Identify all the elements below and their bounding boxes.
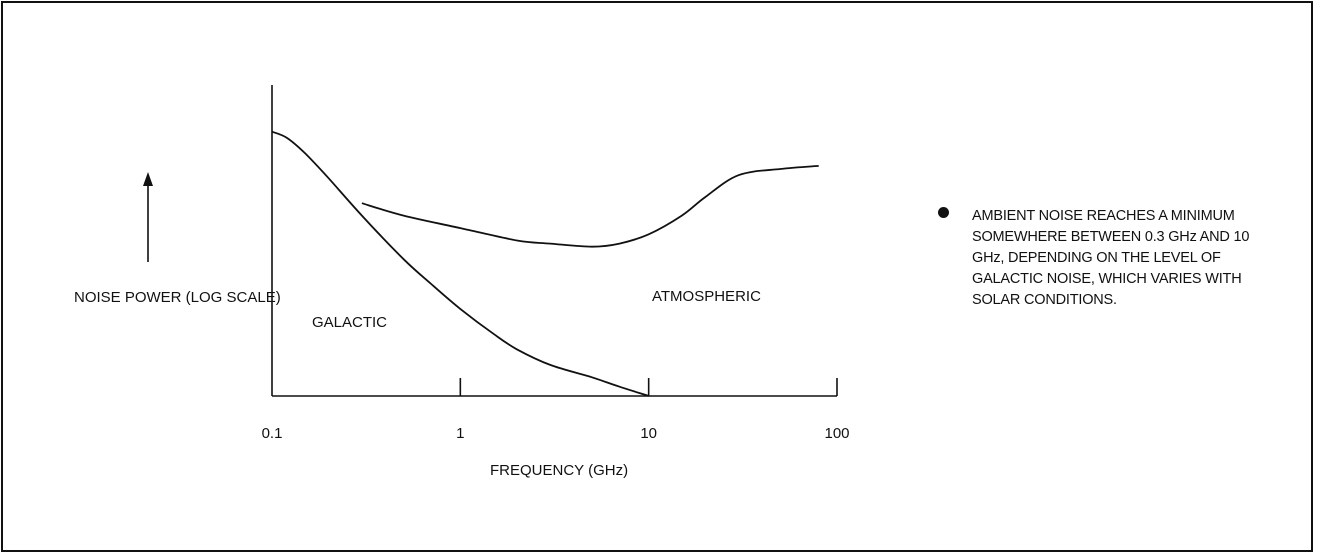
- x-tick-label: 100: [824, 425, 849, 442]
- note-text: AMBIENT NOISE REACHES A MINIMUM SOMEWHER…: [972, 208, 1250, 308]
- x-tick-label: 1: [456, 425, 464, 442]
- note-bullet-icon: [938, 207, 949, 218]
- y-axis-arrowhead: [143, 172, 153, 186]
- series-line-atmospheric: [361, 165, 819, 248]
- series-line-galactic: [271, 130, 649, 397]
- y-axis-label: NOISE POWER (LOG SCALE): [74, 289, 281, 306]
- x-tick-label: 10: [640, 425, 657, 442]
- x-tick-label: 0.1: [262, 425, 283, 442]
- series-label-galactic: GALACTIC: [312, 314, 387, 331]
- x-axis-label: FREQUENCY (GHz): [490, 462, 628, 479]
- series-label-atmospheric: ATMOSPHERIC: [652, 288, 761, 305]
